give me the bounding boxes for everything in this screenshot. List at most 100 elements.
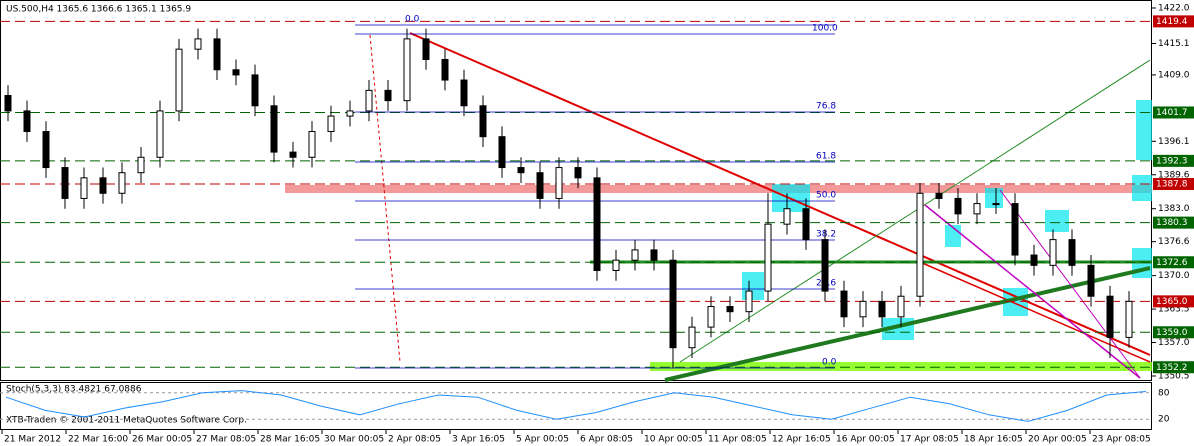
level-box	[1153, 256, 1194, 269]
candle-body	[517, 167, 525, 174]
y-tick-label: 1389.6	[1158, 170, 1190, 180]
level-box	[1153, 216, 1194, 229]
candle-body	[308, 131, 316, 158]
candle-body	[498, 136, 506, 169]
candle-body	[156, 110, 164, 158]
candle-body	[175, 48, 183, 112]
candle-body	[992, 203, 1000, 206]
candle-body	[403, 38, 411, 102]
candle-body	[916, 192, 924, 297]
y-tick-label: 1363.5	[1158, 305, 1190, 315]
level-box	[1153, 361, 1194, 374]
highlight	[1132, 175, 1152, 201]
level-box	[1153, 154, 1194, 167]
candle-body	[555, 167, 563, 199]
stoch-label: Stoch(5,3,3) 83.4821 67.0886	[6, 385, 142, 395]
level-box	[1153, 295, 1194, 308]
fib-label: 50.0	[816, 191, 836, 201]
level-label: 1372.6	[1156, 258, 1188, 268]
candle-body	[137, 156, 145, 174]
candle-body	[840, 290, 848, 318]
x-tick-label: 28 Mar 16:05	[260, 435, 320, 445]
x-tick-label: 16 Apr 00:05	[836, 435, 895, 445]
highlight	[1045, 210, 1069, 232]
y-tick-label: 1383.0	[1158, 204, 1190, 214]
candle-body	[821, 239, 829, 292]
stoch-line	[5, 390, 1147, 422]
stoch-pane	[0, 382, 1152, 430]
candle-body	[42, 131, 50, 169]
candle-body	[764, 223, 772, 292]
candle-body	[935, 192, 943, 199]
stoch-tick-label: 20	[1158, 415, 1170, 425]
candle-body	[4, 94, 12, 112]
candle-body	[1030, 254, 1038, 266]
candle-body	[1011, 203, 1019, 256]
candle-body	[384, 89, 392, 102]
candle-body	[650, 249, 658, 261]
resistance-band	[285, 185, 1152, 193]
candle-body	[669, 259, 677, 349]
y-tick-label: 1409.0	[1158, 70, 1190, 80]
candle-body	[441, 58, 449, 81]
y-tick-label: 1422.0	[1158, 4, 1190, 14]
candle-body	[802, 208, 810, 241]
x-tick-label: 11 Apr 08:05	[708, 435, 767, 445]
candle-body	[270, 105, 278, 153]
x-tick-label: 26 Mar 00:05	[132, 435, 192, 445]
y-tick-label: 1376.6	[1158, 237, 1190, 247]
level-label: 1387.8	[1156, 180, 1188, 190]
x-tick-label: 21 Mar 2012	[4, 435, 61, 445]
candle-body	[80, 177, 88, 199]
x-tick-label: 2 Apr 08:05	[388, 435, 441, 445]
highlight	[1136, 100, 1152, 160]
y-tick-label: 1415.1	[1158, 39, 1190, 49]
candle-body	[973, 203, 981, 215]
trend-line	[664, 266, 1151, 382]
x-tick-label: 30 Mar 00:05	[324, 435, 384, 445]
y-tick-label: 1350.5	[1158, 372, 1190, 382]
x-tick-label: 22 Mar 16:00	[68, 435, 128, 445]
candle-body	[460, 79, 468, 107]
x-tick-label: 17 Apr 08:05	[900, 435, 959, 445]
candle-body	[251, 74, 259, 107]
level-box	[1153, 326, 1194, 339]
candle-body	[688, 326, 696, 349]
highlight	[742, 272, 764, 300]
candle-body	[346, 110, 354, 117]
x-tick-label: 18 Apr 16:05	[964, 435, 1023, 445]
support-band	[650, 362, 1152, 371]
copyright: XTB-Traden © 2001-2011 MetaQuotes Softwa…	[6, 416, 247, 426]
candle-body	[118, 172, 126, 194]
x-tick-label: 20 Apr 00:05	[1028, 435, 1087, 445]
level-label: 1365.0	[1156, 297, 1188, 307]
candle-body	[878, 300, 886, 318]
candle-body	[194, 38, 202, 50]
candle-body	[707, 306, 715, 328]
candle-body	[745, 290, 753, 313]
level-label: 1359.0	[1156, 328, 1188, 338]
fib-label: 38.2	[816, 230, 836, 240]
candle-body	[327, 115, 335, 133]
level-label: 1392.3	[1156, 156, 1188, 166]
candle-body	[23, 110, 31, 133]
x-tick-label: 23 Apr 08:05	[1092, 435, 1151, 445]
candle-body	[289, 151, 297, 158]
candle-body	[99, 177, 107, 194]
x-tick-label: 6 Apr 08:05	[580, 435, 633, 445]
candle-body	[574, 167, 582, 179]
fib-label: 61.8	[816, 152, 836, 162]
y-tick-label: 1396.1	[1158, 137, 1190, 147]
y-tick-label: 1357.0	[1158, 338, 1190, 348]
x-tick-label: 27 Mar 08:05	[196, 435, 256, 445]
level-label: 1352.2	[1156, 363, 1188, 373]
candle-body	[859, 300, 867, 318]
channel-line	[999, 189, 1141, 379]
x-tick-label: 5 Apr 00:05	[516, 435, 569, 445]
highlight	[985, 188, 1003, 208]
fib-label: 76.8	[816, 102, 836, 112]
level-label: 1419.4	[1156, 17, 1188, 27]
fib-label: 0.0	[822, 358, 837, 368]
channel-line	[924, 204, 1141, 379]
